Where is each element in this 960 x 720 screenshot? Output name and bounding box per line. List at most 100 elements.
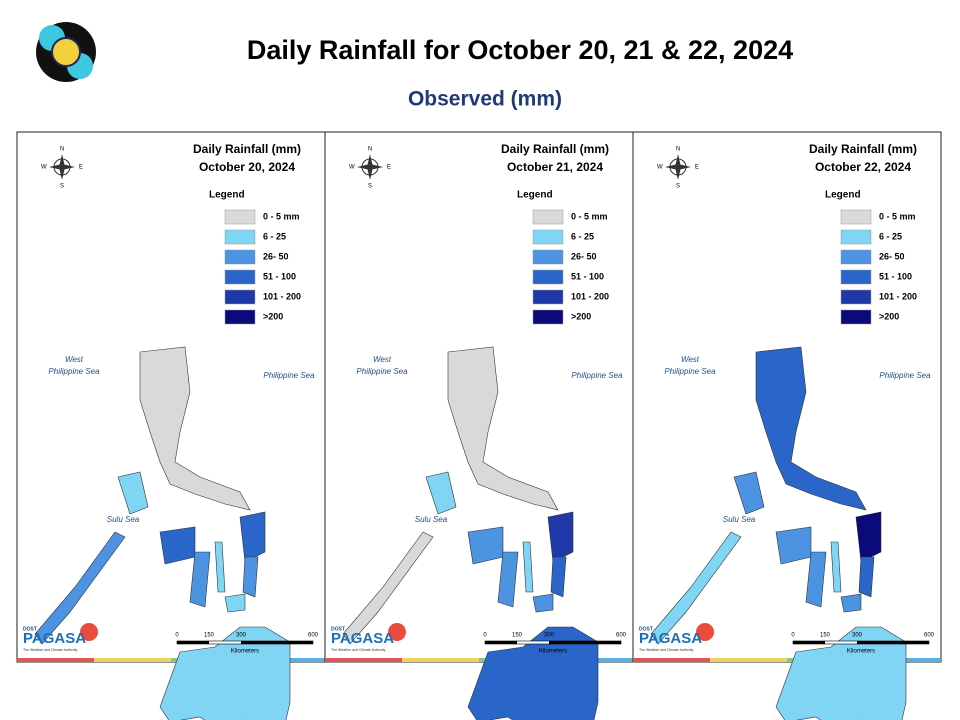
compass-s: S <box>60 184 64 190</box>
legend-swatch <box>532 249 564 265</box>
scale-tick: 600 <box>308 633 319 639</box>
island <box>214 541 226 593</box>
legend-label: 101 - 200 <box>263 291 301 301</box>
island <box>755 346 867 511</box>
legend-swatch <box>840 289 872 305</box>
legend-swatch <box>224 209 256 225</box>
scale-tick: 300 <box>236 633 247 639</box>
subtitle: Observed (mm) <box>408 88 562 111</box>
legend-label: 26- 50 <box>879 251 905 261</box>
scale-bar <box>793 641 825 644</box>
legend-swatch <box>840 269 872 285</box>
brand-logo <box>696 623 714 641</box>
island <box>239 511 266 563</box>
panel-heading: Daily Rainfall (mm) <box>501 142 609 156</box>
legend-swatch <box>532 289 564 305</box>
sea-label: Philippine Sea <box>571 371 623 380</box>
island <box>34 531 126 645</box>
scale-bar <box>241 641 313 644</box>
compass-e: E <box>79 165 83 171</box>
island <box>775 526 812 565</box>
scale-bar <box>177 641 209 644</box>
sea-label: Philippine Sea <box>356 367 408 376</box>
legend-label: 51 - 100 <box>263 271 296 281</box>
legend-swatch <box>224 289 256 305</box>
sea-label: Philippine Sea <box>48 367 100 376</box>
island <box>467 526 504 565</box>
island <box>189 551 211 608</box>
island <box>522 541 534 593</box>
legend-swatch <box>840 209 872 225</box>
legend-title: Legend <box>825 190 861 201</box>
island <box>855 511 882 563</box>
panels: Daily Rainfall (mm) October 20, 2024 N S E W L… <box>16 131 942 720</box>
island <box>159 626 291 720</box>
island <box>532 593 554 613</box>
island <box>547 511 574 563</box>
color-strip <box>710 658 787 662</box>
legend-label: 0 - 5 mm <box>571 211 608 221</box>
compass-w: W <box>41 165 47 171</box>
island <box>159 526 196 565</box>
scale-tick: 150 <box>512 633 523 639</box>
island <box>467 626 599 720</box>
legend-label: 51 - 100 <box>571 271 604 281</box>
scale-bar <box>857 641 929 644</box>
legend-title: Legend <box>209 190 245 201</box>
island <box>139 346 251 511</box>
brand-agency: DOST <box>639 626 653 632</box>
map-panel: Daily Rainfall (mm) October 20, 2024 N S E W L… <box>16 131 326 720</box>
brand-logo <box>80 623 98 641</box>
sea-label: Philippine Sea <box>879 371 931 380</box>
brand-agency: DOST <box>331 626 345 632</box>
island <box>858 556 875 598</box>
island <box>497 551 519 608</box>
scale-unit: Kilometers <box>847 649 875 655</box>
legend-swatch <box>224 229 256 245</box>
scale-tick: 300 <box>852 633 863 639</box>
legend-label: >200 <box>263 311 283 321</box>
map-panel: Daily Rainfall (mm) October 21, 2024 N S E W L… <box>324 131 634 720</box>
sea-label: Sulu Sea <box>723 515 756 524</box>
compass <box>665 154 691 180</box>
scale-tick: 600 <box>924 633 935 639</box>
scale-tick: 0 <box>175 633 179 639</box>
sea-label: West <box>65 355 84 364</box>
compass-w: W <box>657 165 663 171</box>
island <box>775 626 907 720</box>
brand-name: PAGASA <box>331 630 394 647</box>
island <box>224 593 246 613</box>
brand-name: PAGASA <box>639 630 702 647</box>
legend-label: >200 <box>879 311 899 321</box>
scale-tick: 150 <box>820 633 831 639</box>
legend-label: 101 - 200 <box>879 291 917 301</box>
island <box>447 346 559 511</box>
sea-label: Sulu Sea <box>107 515 140 524</box>
logo <box>36 22 96 82</box>
island <box>550 556 567 598</box>
legend-label: 101 - 200 <box>571 291 609 301</box>
legend-swatch <box>840 229 872 245</box>
island <box>650 531 742 645</box>
legend-swatch <box>840 309 872 325</box>
sea-label: West <box>373 355 392 364</box>
sea-label: Sulu Sea <box>415 515 448 524</box>
panel-heading: Daily Rainfall (mm) <box>809 142 917 156</box>
panel-date: October 22, 2024 <box>815 160 911 174</box>
compass-n: N <box>60 147 64 153</box>
panel-date: October 21, 2024 <box>507 160 603 174</box>
legend-swatch <box>224 309 256 325</box>
panel-date: October 20, 2024 <box>199 160 295 174</box>
color-strip <box>633 658 710 662</box>
compass-n: N <box>676 147 680 153</box>
legend-label: 0 - 5 mm <box>263 211 300 221</box>
scale-unit: Kilometers <box>231 649 259 655</box>
island <box>733 471 765 515</box>
compass-s: S <box>368 184 372 190</box>
legend-label: >200 <box>571 311 591 321</box>
color-strip <box>17 658 94 662</box>
compass-e: E <box>387 165 391 171</box>
legend-swatch <box>224 249 256 265</box>
sea-label: Philippine Sea <box>664 367 716 376</box>
legend-swatch <box>532 269 564 285</box>
